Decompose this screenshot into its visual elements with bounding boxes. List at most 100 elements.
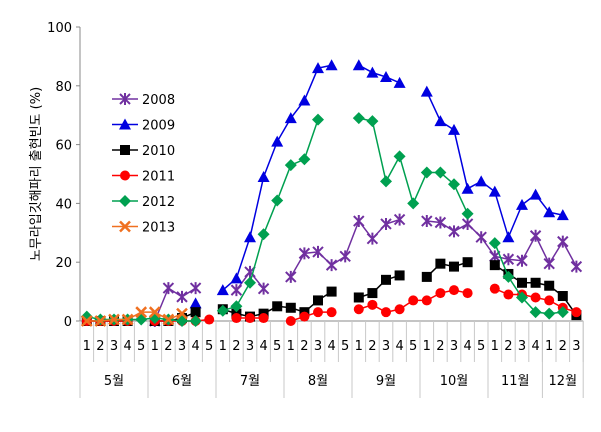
data-point <box>557 291 568 302</box>
data-point <box>543 307 556 320</box>
data-point <box>367 288 378 299</box>
x-tick-label: 4 <box>123 339 131 354</box>
data-point <box>339 250 351 263</box>
x-tick-label: 3 <box>572 339 580 354</box>
x-tick-label: 2 <box>368 339 376 354</box>
x-tick-label: 2 <box>559 339 567 354</box>
data-point <box>488 185 501 197</box>
x-tick-label: 1 <box>219 339 227 354</box>
data-point <box>448 225 460 238</box>
y-tick-label: 20 <box>55 256 72 271</box>
x-tick-label: 2 <box>96 339 104 354</box>
data-point <box>245 313 255 324</box>
data-point <box>190 307 201 318</box>
x-tick-label: 2 <box>232 339 240 354</box>
data-point <box>271 194 284 207</box>
data-point <box>135 306 148 319</box>
x-tick-label: 3 <box>110 339 118 354</box>
data-point <box>448 178 460 191</box>
x-tick-label: 1 <box>287 339 295 354</box>
x-tick-label: 1 <box>491 339 499 354</box>
data-point <box>556 306 569 319</box>
x-tick-label: 3 <box>314 339 322 354</box>
data-point <box>570 260 583 273</box>
data-point <box>544 295 555 306</box>
x-tick-label: 4 <box>327 339 335 354</box>
x-tick-label: 2 <box>300 339 308 354</box>
data-point <box>189 282 202 295</box>
data-point <box>353 215 365 228</box>
data-point <box>216 304 229 317</box>
data-point <box>381 307 391 318</box>
data-point <box>366 232 379 245</box>
data-point <box>298 153 311 166</box>
data-point <box>244 231 256 243</box>
data-point <box>366 115 379 128</box>
data-point <box>380 70 392 82</box>
data-point <box>461 217 474 230</box>
data-point <box>543 257 555 270</box>
data-point <box>502 231 515 243</box>
month-label: 5월 <box>104 374 124 389</box>
data-point <box>108 313 120 326</box>
x-tick-label: 4 <box>191 339 199 354</box>
data-point <box>189 315 202 327</box>
x-tick-label: 4 <box>395 339 403 354</box>
data-point <box>516 254 528 267</box>
series-line <box>426 91 563 240</box>
data-point <box>420 166 433 179</box>
y-tick-label: 80 <box>55 80 72 95</box>
data-point <box>380 217 392 230</box>
data-point <box>204 314 215 325</box>
data-point <box>230 272 243 284</box>
x-tick-label: 1 <box>151 339 159 354</box>
x-tick-label: 2 <box>504 339 512 354</box>
data-point <box>394 270 405 281</box>
y-tick-label: 0 <box>64 315 72 330</box>
data-point <box>230 300 243 313</box>
x-tick-label: 3 <box>178 339 186 354</box>
series-line <box>358 64 400 84</box>
data-point <box>475 175 488 187</box>
series-line <box>154 286 197 322</box>
data-point <box>284 159 297 172</box>
month-label: 7월 <box>240 374 260 389</box>
data-point <box>421 271 432 282</box>
data-point <box>244 276 256 289</box>
data-point <box>530 292 541 303</box>
x-tick-label: 1 <box>423 339 431 354</box>
legend-label: 2011 <box>142 170 175 185</box>
data-point <box>462 288 473 299</box>
data-point <box>176 307 188 320</box>
legend-marker <box>119 220 131 233</box>
data-point <box>284 112 297 124</box>
series-line <box>290 218 400 278</box>
x-tick-label: 5 <box>205 339 213 354</box>
data-point <box>529 188 542 200</box>
y-tick-label: 40 <box>55 197 72 212</box>
series-line <box>358 274 400 299</box>
data-point <box>257 282 270 295</box>
legend-marker <box>120 170 130 181</box>
data-point <box>461 207 474 220</box>
series-2009 <box>189 59 569 309</box>
data-point <box>516 291 528 304</box>
legend-marker <box>119 195 131 207</box>
data-point <box>557 235 569 248</box>
data-point <box>298 94 311 106</box>
data-point <box>394 304 405 315</box>
y-axis-label: 노무라입깃해파리 출현빈도 (%) <box>29 87 44 261</box>
data-point <box>556 209 569 221</box>
data-point <box>393 150 406 163</box>
data-point <box>121 313 134 326</box>
data-point <box>543 206 556 218</box>
data-point <box>503 289 514 300</box>
legend-marker <box>120 145 130 155</box>
data-point <box>380 175 392 188</box>
x-tick-label: 1 <box>83 339 91 354</box>
data-point <box>80 315 93 327</box>
data-point <box>353 292 364 303</box>
series-2013 <box>80 306 188 327</box>
data-point <box>434 115 447 127</box>
data-point <box>298 247 311 260</box>
